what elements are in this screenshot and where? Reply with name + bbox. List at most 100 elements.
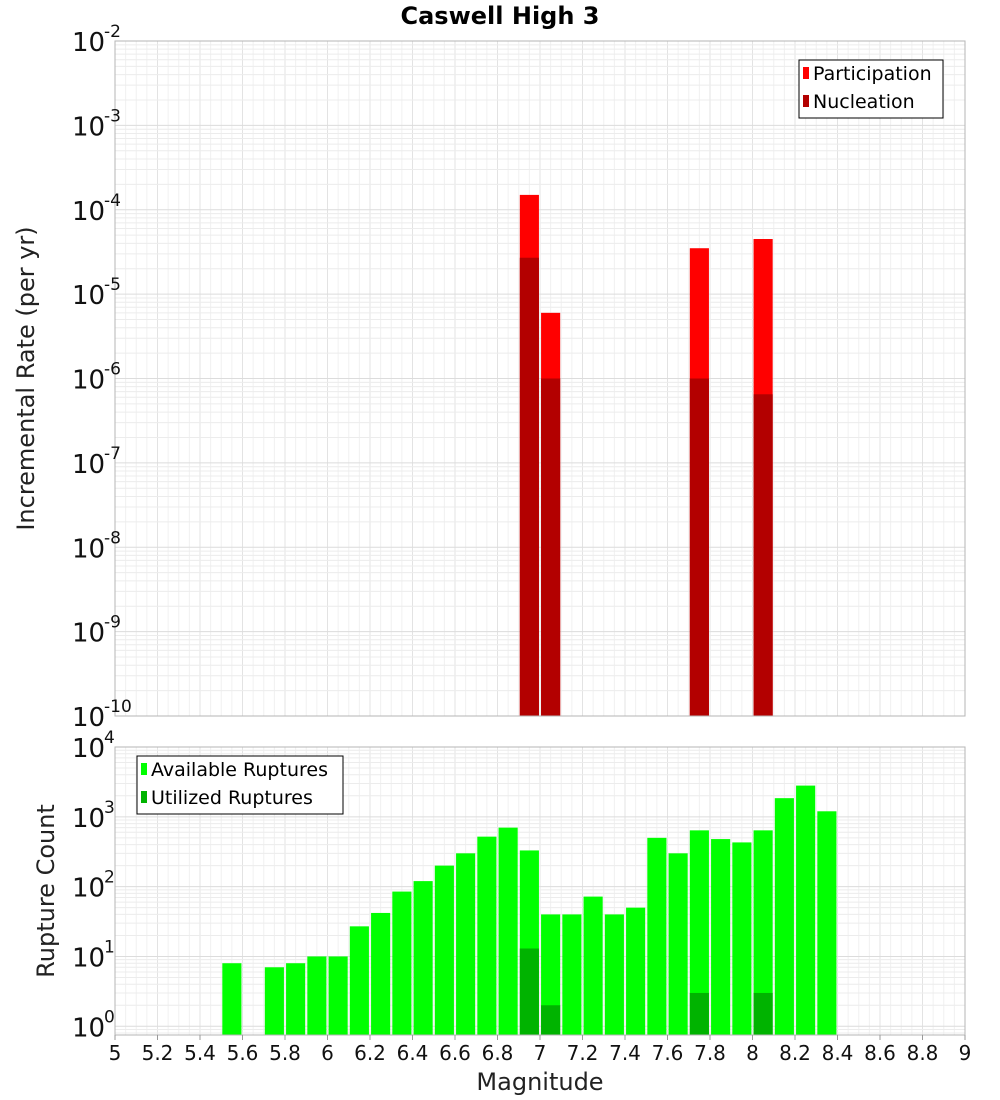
legend-label-participation: Participation <box>813 63 932 85</box>
legend-label-utilized: Utilized Ruptures <box>151 787 313 809</box>
count-series-0-bar-4 <box>328 956 348 1035</box>
x-tick-label-9: 6.8 <box>482 1041 514 1065</box>
count-series-0-bar-23 <box>732 842 752 1035</box>
magnitude-x-ticks: 5 5.2 5.4 5.6 5.8 6 6.2 6.4 6.6 6.8 7 7.2 7.4 7.6 7.8 8… <box>109 1035 971 1065</box>
count-series-1-bar-1 <box>541 1005 561 1035</box>
count-series-0-bar-14 <box>541 914 561 1035</box>
rate-y-tick-base-0: 10 <box>72 703 105 733</box>
x-tick-label-8: 6.6 <box>439 1041 471 1065</box>
count-y-tick-exp-1: 1 <box>104 937 115 957</box>
rate-y-axis-label: Incremental Rate (per yr) <box>12 226 40 530</box>
rate-y-tick-base-1: 10 <box>72 619 105 649</box>
count-y-tick-base-1: 10 <box>72 943 105 973</box>
count-series-0-bar-2 <box>286 963 306 1035</box>
count-series-0-bar-18 <box>626 907 646 1035</box>
count-series-0-bar-20 <box>668 853 688 1035</box>
rate-y-tick-exp-4: -6 <box>104 360 121 380</box>
count-y-tick-base-4: 10 <box>72 734 105 764</box>
legend-label-available: Available Ruptures <box>151 759 328 781</box>
x-tick-label-7: 6.4 <box>397 1041 429 1065</box>
x-tick-label-14: 7.8 <box>694 1041 726 1065</box>
x-tick-label-6: 6.2 <box>354 1041 386 1065</box>
count-series-0-bar-12 <box>498 827 518 1035</box>
rate-y-tick-base-6: 10 <box>72 197 105 227</box>
count-series-0-bar-10 <box>456 853 476 1035</box>
count-series-0-bar-17 <box>604 914 624 1035</box>
count-y-tick-exp-0: 0 <box>104 1007 115 1027</box>
x-tick-label-2: 5.4 <box>184 1041 216 1065</box>
rate-series-1-bar-1 <box>541 378 561 716</box>
count-y-axis-label: Rupture Count <box>32 804 60 978</box>
count-y-tick-exp-4: 4 <box>104 728 115 748</box>
rate-series-1-bar-3 <box>753 394 773 716</box>
count-series-1-bar-2 <box>689 992 709 1035</box>
count-y-tick-base-0: 10 <box>72 1013 105 1043</box>
x-tick-label-17: 8.4 <box>822 1041 854 1065</box>
rate-y-tick-base-4: 10 <box>72 366 105 396</box>
x-tick-label-1: 5.2 <box>142 1041 174 1065</box>
count-series-0-bar-7 <box>392 891 412 1035</box>
rate-y-tick-base-3: 10 <box>72 450 105 480</box>
rate-y-tick-exp-8: -2 <box>104 22 121 42</box>
rate-y-tick-base-7: 10 <box>72 112 105 142</box>
count-bars <box>222 785 837 1035</box>
rate-y-tick-base-5: 10 <box>72 281 105 311</box>
x-tick-label-0: 5 <box>109 1041 122 1065</box>
count-series-0-bar-5 <box>349 926 369 1035</box>
count-y-tick-exp-3: 3 <box>104 798 115 818</box>
count-series-0-bar-21 <box>689 830 709 1035</box>
count-series-0-bar-25 <box>774 798 794 1035</box>
legend-swatch-available <box>141 763 147 775</box>
legend-swatch-participation <box>803 67 809 79</box>
rate-bars <box>519 194 773 717</box>
count-series-0-bar-16 <box>583 896 603 1035</box>
count-series-0-bar-1 <box>264 967 284 1035</box>
count-series-0-bar-15 <box>562 914 582 1035</box>
x-tick-label-11: 7.2 <box>567 1041 599 1065</box>
count-y-tick-base-2: 10 <box>72 874 105 904</box>
rate-series-1-bar-0 <box>519 257 539 716</box>
count-y-tick-exp-2: 2 <box>104 868 115 888</box>
rate-y-tick-base-8: 10 <box>72 28 105 58</box>
rate-y-tick-exp-1: -9 <box>104 613 121 633</box>
count-series-0-bar-0 <box>222 963 242 1035</box>
rate-y-tick-exp-3: -7 <box>104 444 121 464</box>
count-series-0-bar-26 <box>796 785 816 1035</box>
legend-label-nucleation: Nucleation <box>813 91 915 113</box>
count-series-0-bar-9 <box>434 865 454 1035</box>
rate-y-tick-exp-6: -4 <box>104 191 121 211</box>
count-series-0-bar-11 <box>477 836 497 1035</box>
legend-swatch-utilized <box>141 791 147 803</box>
rate-grid <box>114 41 966 717</box>
count-series-0-bar-3 <box>307 956 327 1035</box>
count-series-0-bar-19 <box>647 837 667 1035</box>
x-tick-label-16: 8.2 <box>779 1041 811 1065</box>
x-tick-label-19: 8.8 <box>907 1041 939 1065</box>
rate-legend: Participation Nucleation <box>798 59 944 119</box>
count-series-0-bar-6 <box>371 912 391 1035</box>
x-tick-label-5: 6 <box>321 1041 334 1065</box>
count-series-0-bar-27 <box>817 811 837 1035</box>
rate-y-tick-exp-2: -8 <box>104 528 121 548</box>
x-tick-label-10: 7 <box>534 1041 547 1065</box>
legend-swatch-nucleation <box>803 95 809 107</box>
count-y-tick-base-3: 10 <box>72 804 105 834</box>
count-legend: Available Ruptures Utilized Ruptures <box>136 755 344 815</box>
x-tick-label-13: 7.6 <box>652 1041 684 1065</box>
count-series-0-bar-8 <box>413 881 433 1035</box>
count-series-0-bar-24 <box>753 830 773 1035</box>
x-tick-label-4: 5.8 <box>269 1041 301 1065</box>
count-series-1-bar-0 <box>519 948 539 1035</box>
count-series-0-bar-22 <box>711 839 731 1035</box>
x-tick-label-3: 5.6 <box>227 1041 259 1065</box>
x-tick-label-12: 7.4 <box>609 1041 641 1065</box>
rate-y-tick-base-2: 10 <box>72 534 105 564</box>
chart-title: Caswell High 3 <box>401 2 600 30</box>
rate-y-tick-exp-5: -5 <box>104 275 121 295</box>
count-series-1-bar-3 <box>753 992 773 1035</box>
